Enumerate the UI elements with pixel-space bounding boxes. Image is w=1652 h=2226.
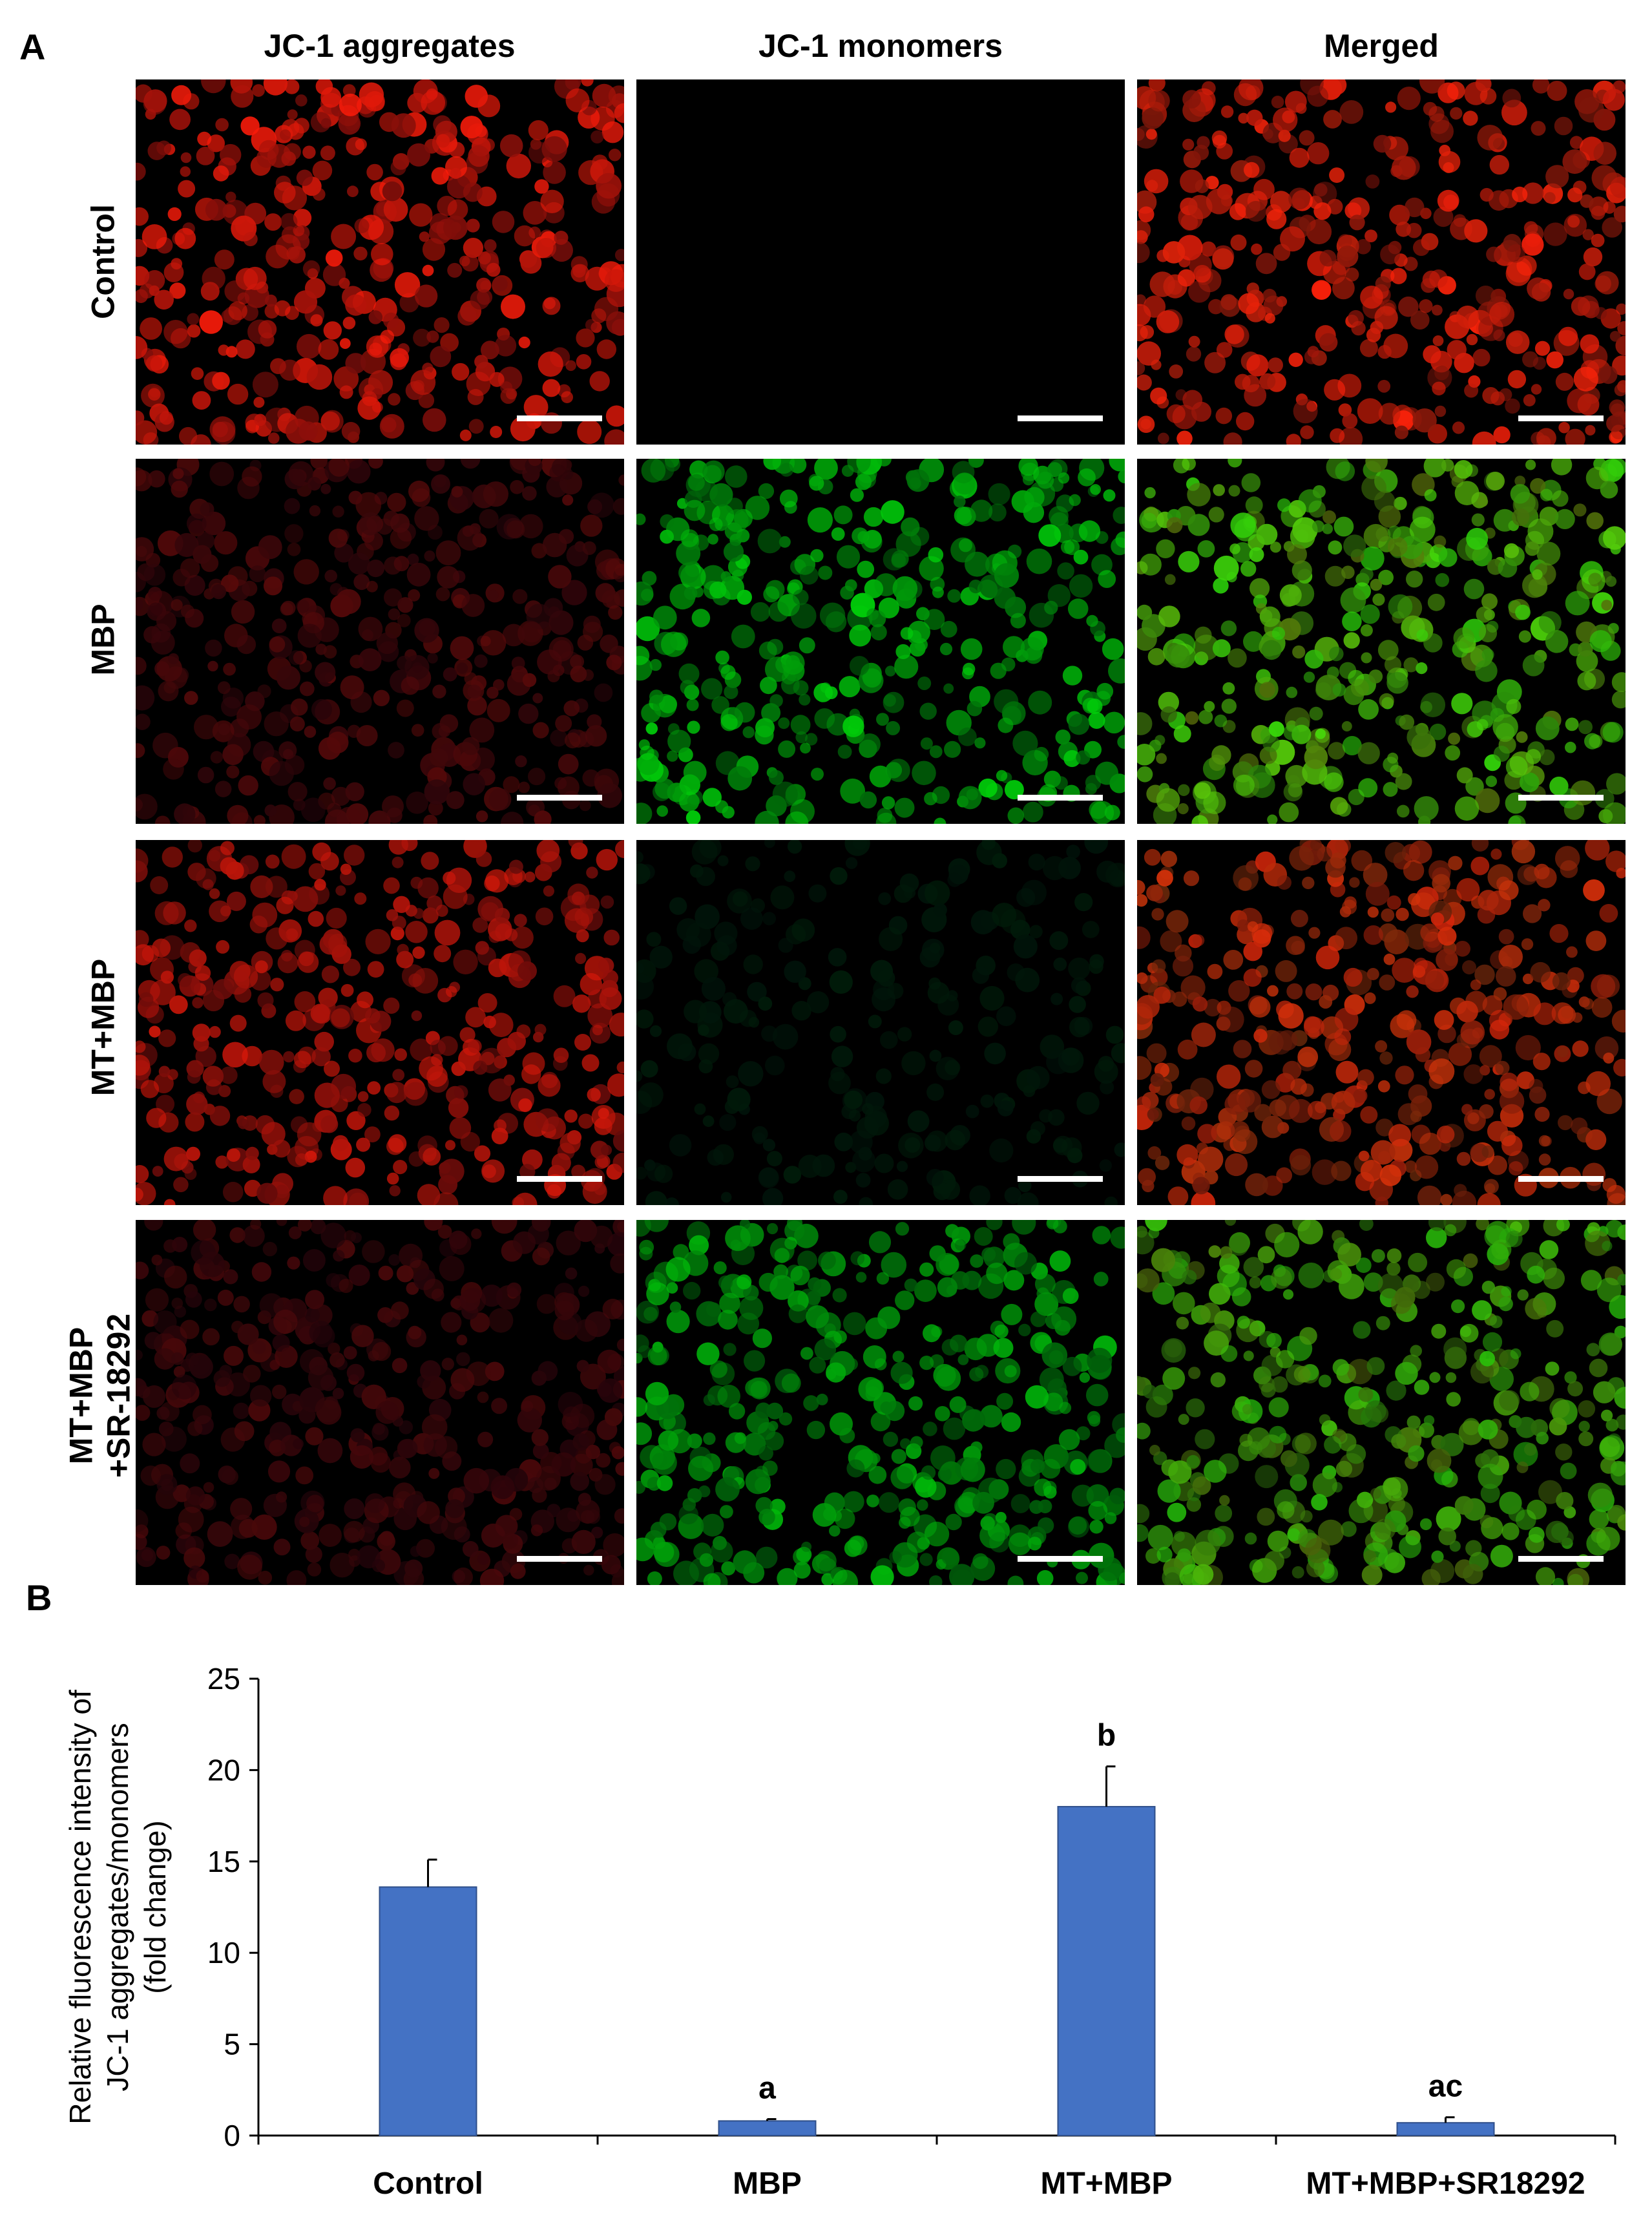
micrograph-mt-mbp-monomers [636, 840, 1125, 1205]
y-tick-label: 15 [207, 1845, 240, 1878]
panel-b-label: B [26, 1577, 52, 1618]
y-tick-label: 5 [224, 2028, 240, 2061]
significance-label: a [758, 2072, 776, 2106]
y-tick-label: 0 [224, 2119, 240, 2152]
micrograph-control-monomers [636, 79, 1125, 445]
scale-bar [517, 1556, 602, 1562]
significance-label: b [1097, 1719, 1116, 1753]
scale-bar [1518, 1176, 1604, 1182]
scale-bar [1018, 1176, 1103, 1182]
y-tick-label: 10 [207, 1936, 240, 1969]
x-tick-label: MT+MBP [1041, 2167, 1173, 2201]
scale-bar [1018, 415, 1103, 421]
scale-bar [1518, 415, 1604, 421]
column-header-monomers: JC-1 monomers [758, 28, 1003, 64]
micrograph-mt-mbp-sr-aggregates [136, 1220, 624, 1585]
scale-bar [517, 1176, 602, 1182]
y-tick-label: 25 [207, 1662, 240, 1696]
micrograph-mbp-monomers [636, 459, 1125, 824]
bar-chart: 0 5 10 15 20 25 Relative fluorescence intensit… [63, 1662, 1616, 2201]
panel-a-label: A [19, 26, 46, 67]
bar [1396, 2122, 1495, 2136]
scale-bar [1518, 795, 1604, 801]
micrograph-mt-mbp-sr-monomers [636, 1220, 1125, 1585]
y-tick-label: 20 [207, 1753, 240, 1787]
scale-bar [1518, 1556, 1604, 1562]
micrograph-mt-mbp-sr-merged [1137, 1220, 1626, 1585]
micrograph-control-merged [1137, 79, 1626, 445]
scale-bar [517, 795, 602, 801]
bar [1057, 1805, 1156, 2136]
scale-bar [517, 415, 602, 421]
column-header-aggregates: JC-1 aggregates [264, 28, 516, 64]
y-axis-label: Relative fluorescence intensity of JC-1 a… [63, 1690, 172, 2125]
scale-bar [1018, 1556, 1103, 1562]
micrograph-mt-mbp-aggregates [136, 840, 624, 1205]
micrograph-control-aggregates [136, 79, 624, 445]
micrograph-mbp-merged [1137, 459, 1626, 824]
significance-label: ac [1428, 2070, 1463, 2104]
column-header-merged: Merged [1324, 28, 1439, 64]
x-tick-label: MBP [733, 2167, 802, 2201]
x-tick-label: Control [373, 2167, 483, 2201]
micrograph-mt-mbp-merged [1137, 840, 1626, 1205]
bar [379, 1886, 477, 2136]
x-tick-label: MT+MBP+SR18292 [1306, 2167, 1585, 2201]
scale-bar [1018, 795, 1103, 801]
bar [718, 2120, 817, 2136]
micrograph-mbp-aggregates [136, 459, 624, 824]
